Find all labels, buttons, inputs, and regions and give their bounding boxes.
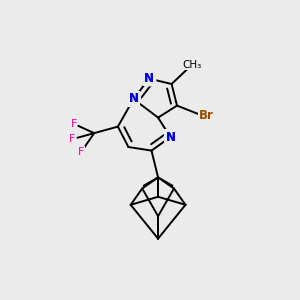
Text: N: N [165,130,176,144]
Text: F: F [69,134,76,144]
Text: F: F [70,119,77,129]
Text: N: N [144,72,154,85]
Text: N: N [128,92,139,106]
Text: F: F [78,147,85,157]
Text: N: N [128,92,139,106]
Text: Br: Br [199,110,214,122]
Text: N: N [165,130,176,144]
Text: N: N [144,72,154,85]
Text: CH₃: CH₃ [182,60,202,70]
